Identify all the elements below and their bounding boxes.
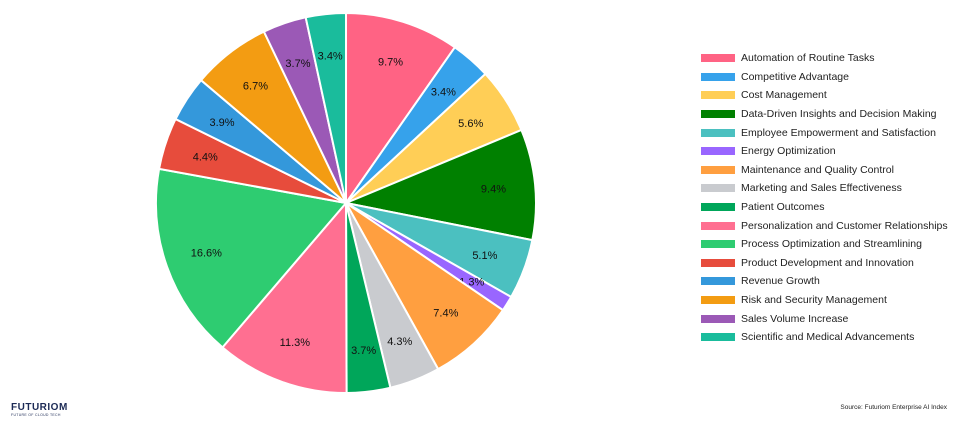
legend-item[interactable]: Product Development and Innovation — [701, 254, 948, 273]
logo-name: FUTURIOM — [11, 402, 68, 413]
slice-label: 5.1% — [472, 250, 497, 262]
legend-label: Patient Outcomes — [741, 201, 825, 214]
legend-label: Revenue Growth — [741, 275, 820, 288]
legend-label: Risk and Security Management — [741, 294, 887, 307]
legend-label: Employee Empowerment and Satisfaction — [741, 126, 936, 139]
slice-label: 9.4% — [481, 183, 506, 195]
slice-label: 6.7% — [243, 81, 268, 93]
legend-swatch — [701, 333, 735, 342]
slice-label: 3.4% — [431, 86, 456, 98]
legend-swatch — [701, 110, 735, 119]
futuriom-logo: FUTURIOM FUTURE OF CLOUD TECH — [11, 402, 68, 417]
legend-swatch — [701, 184, 735, 193]
legend-item[interactable]: Cost Management — [701, 86, 948, 105]
legend-item[interactable]: Revenue Growth — [701, 272, 948, 291]
legend-item[interactable]: Competitive Advantage — [701, 68, 948, 87]
legend-swatch — [701, 147, 735, 156]
slice-label: 3.7% — [351, 345, 376, 357]
legend-item[interactable]: Sales Volume Increase — [701, 309, 948, 328]
legend-swatch — [701, 221, 735, 230]
legend-item[interactable]: Process Optimization and Streamlining — [701, 235, 948, 254]
slice-label: 3.4% — [318, 51, 343, 63]
legend-item[interactable]: Employee Empowerment and Satisfaction — [701, 123, 948, 142]
legend-swatch — [701, 54, 735, 63]
legend-swatch — [701, 128, 735, 137]
slice-label: 3.7% — [285, 58, 310, 70]
legend-swatch — [701, 165, 735, 174]
legend-label: Personalization and Customer Relationshi… — [741, 219, 948, 232]
legend-item[interactable]: Automation of Routine Tasks — [701, 49, 948, 68]
legend-item[interactable]: Personalization and Customer Relationshi… — [701, 216, 948, 235]
slice-label: 16.6% — [191, 248, 222, 260]
legend-item[interactable]: Energy Optimization — [701, 142, 948, 161]
legend-label: Sales Volume Increase — [741, 312, 849, 325]
legend-label: Automation of Routine Tasks — [741, 52, 875, 65]
legend-item[interactable]: Maintenance and Quality Control — [701, 161, 948, 180]
legend-label: Product Development and Innovation — [741, 256, 914, 269]
legend-label: Energy Optimization — [741, 145, 836, 158]
legend-swatch — [701, 72, 735, 81]
source-note: Source: Futuriom Enterprise AI Index — [840, 404, 947, 411]
legend-swatch — [701, 240, 735, 249]
slice-label: 4.3% — [387, 336, 412, 348]
legend-label: Scientific and Medical Advancements — [741, 331, 915, 344]
legend-item[interactable]: Patient Outcomes — [701, 198, 948, 217]
legend-swatch — [701, 203, 735, 212]
legend-swatch — [701, 277, 735, 286]
legend-label: Process Optimization and Streamlining — [741, 238, 922, 251]
legend-label: Maintenance and Quality Control — [741, 163, 894, 176]
legend-swatch — [701, 258, 735, 267]
pie-slice — [345, 11, 457, 207]
pie-chart: 9.7%3.4%5.6%9.4%5.1%1.3%7.4%4.3%3.7%11.3… — [155, 11, 537, 395]
pie-slice — [342, 128, 537, 242]
legend-label: Marketing and Sales Effectiveness — [741, 182, 902, 195]
slice-label: 9.7% — [378, 57, 403, 69]
slice-label: 11.3% — [280, 337, 311, 349]
slice-label: 3.9% — [210, 117, 235, 129]
slice-label: 5.6% — [458, 118, 483, 130]
legend-label: Cost Management — [741, 89, 827, 102]
pie-slice — [304, 11, 347, 204]
legend-item[interactable]: Data-Driven Insights and Decision Making — [701, 105, 948, 124]
legend-item[interactable]: Marketing and Sales Effectiveness — [701, 179, 948, 198]
legend: Automation of Routine Tasks Competitive A… — [701, 49, 948, 347]
slice-label: 7.4% — [433, 308, 458, 320]
legend-item[interactable]: Risk and Security Management — [701, 291, 948, 310]
legend-swatch — [701, 296, 735, 305]
legend-swatch — [701, 314, 735, 323]
legend-swatch — [701, 91, 735, 100]
legend-label: Competitive Advantage — [741, 70, 849, 83]
pie-slice — [155, 167, 348, 349]
slice-label: 4.4% — [193, 151, 218, 163]
legend-label: Data-Driven Insights and Decision Making — [741, 108, 937, 121]
pie-slice — [221, 200, 348, 394]
legend-item[interactable]: Scientific and Medical Advancements — [701, 328, 948, 347]
logo-tagline: FUTURE OF CLOUD TECH — [11, 413, 61, 417]
